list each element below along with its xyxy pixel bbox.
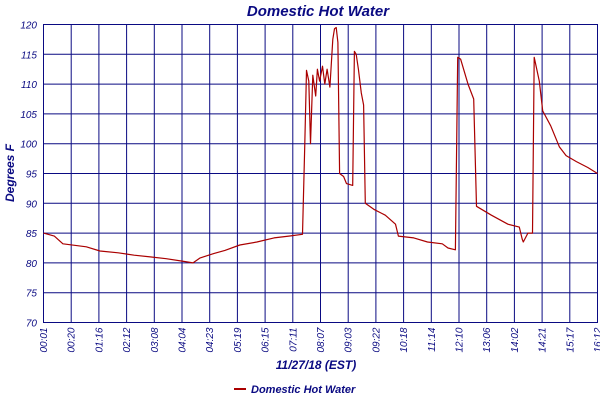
- x-tick-label: 11:14: [427, 327, 438, 352]
- y-tick-label: 100: [20, 140, 37, 151]
- grid: [43, 24, 598, 323]
- x-tick-label: 14:02: [510, 327, 521, 352]
- series-line-0: [43, 26, 598, 264]
- x-tick-label: 05:19: [233, 327, 244, 352]
- x-tick-label: 12:10: [455, 327, 466, 352]
- x-tick-label: 01:16: [94, 327, 105, 352]
- x-tick-label: 04:23: [205, 327, 216, 352]
- legend-label: Domestic Hot Water: [251, 384, 356, 396]
- y-tick-label: 120: [20, 21, 37, 32]
- x-tick-label: 16:12: [593, 327, 600, 352]
- series-layer: [43, 26, 598, 264]
- chart-title: Domestic Hot Water: [247, 3, 390, 20]
- x-axis-title: 11/27/18 (EST): [276, 358, 356, 372]
- x-tick-label: 06:15: [261, 327, 272, 352]
- x-tick-labels: 00:01 00:20 01:16 02:12 03:08 04:04 04:23 05:19…: [39, 327, 600, 352]
- x-tick-label: 02:12: [122, 327, 133, 352]
- x-tick-label: 14:21: [538, 328, 549, 353]
- legend: Domestic Hot Water: [234, 384, 356, 396]
- x-tick-label: 04:04: [178, 327, 189, 352]
- x-tick-label: 00:20: [67, 327, 78, 352]
- y-axis-title: Degrees F: [3, 143, 17, 202]
- y-tick-label: 105: [20, 110, 37, 121]
- x-tick-label: 09:03: [344, 327, 355, 352]
- y-tick-labels: 70 75 80 85 90 95 100 105 110 115 120: [20, 21, 37, 330]
- y-tick-label: 95: [26, 170, 38, 181]
- x-tick-label: 10:18: [399, 327, 410, 352]
- x-tick-label: 03:08: [150, 327, 161, 352]
- y-tick-label: 85: [26, 229, 38, 240]
- y-tick-label: 70: [26, 319, 38, 330]
- y-tick-label: 75: [26, 289, 38, 300]
- x-tick-label: 08:07: [316, 327, 327, 352]
- x-tick-label: 13:06: [482, 327, 493, 352]
- y-tick-label: 90: [26, 199, 38, 210]
- x-tick-label: 09:22: [371, 327, 382, 352]
- x-tick-label: 15:17: [565, 327, 576, 352]
- x-tick-label: 07:11: [288, 328, 299, 352]
- y-tick-label: 110: [21, 80, 37, 91]
- x-tick-label: 00:01: [39, 328, 50, 353]
- y-tick-label: 115: [21, 50, 37, 61]
- y-tick-label: 80: [26, 259, 38, 270]
